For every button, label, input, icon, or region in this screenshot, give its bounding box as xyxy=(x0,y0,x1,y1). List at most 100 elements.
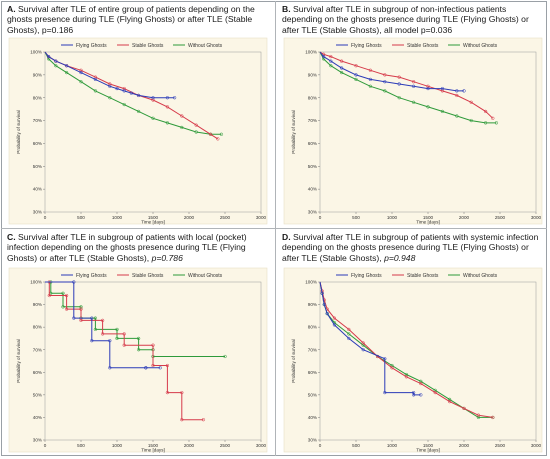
panel-c-x-tick-label: 0 xyxy=(44,443,47,448)
panel-d-x-axis-label: Time [days] xyxy=(416,448,440,453)
panel-b-x-tick-label: 1500 xyxy=(423,215,434,220)
panel-d-point-stable-ghosts xyxy=(361,341,365,345)
panel-d-point-flying-ghosts xyxy=(383,357,387,361)
panel-a-point-flying-ghosts xyxy=(136,93,141,98)
panel-b-y-tick-label: 70% xyxy=(308,118,317,123)
panel-d-point-flying-ghosts xyxy=(383,390,387,395)
panel-a-point-flying-ghosts xyxy=(129,91,134,95)
panel-a-point-stable-ghosts xyxy=(79,68,83,72)
panel-d-point-flying-ghosts xyxy=(332,323,337,327)
panel-b-point-without-ghosts xyxy=(483,121,488,125)
panel-d-point-stable-ghosts xyxy=(491,415,495,420)
panel-b-point-stable-ghosts xyxy=(411,80,416,84)
panel-d-point-without-ghosts xyxy=(433,388,437,392)
panel-b-point-stable-ghosts xyxy=(339,59,344,63)
panel-a-point-flying-ghosts xyxy=(165,96,170,100)
panel-a-point-flying-ghosts xyxy=(115,86,119,91)
panel-c-point-without-ghosts xyxy=(223,354,227,359)
panel-b-point-flying-ghosts xyxy=(321,54,326,59)
panel-d-y-tick-label: 80% xyxy=(308,325,317,330)
panel-a-point-without-ghosts xyxy=(54,64,58,68)
panel-c-point-flying-ghosts xyxy=(90,339,94,343)
panel-c-x-axis-label: Time [days] xyxy=(141,448,165,453)
panel-d-x-tick-label: 1000 xyxy=(387,443,398,448)
panel-a-point-flying-ghosts xyxy=(172,96,177,100)
panel-a-y-tick-label: 70% xyxy=(33,118,42,123)
panel-a-x-tick-label: 0 xyxy=(44,215,47,220)
panel-c-y-tick-label: 40% xyxy=(33,415,42,420)
panel-a-x-tick-label: 2000 xyxy=(184,215,195,220)
panel-d-y-tick-label: 100% xyxy=(305,280,317,285)
panel-c-point-flying-ghosts xyxy=(72,280,76,284)
panel-b-y-tick-label: 30% xyxy=(308,210,317,215)
panel-a-legend-label-without-ghosts: Without Ghosts xyxy=(188,43,223,49)
panel-b-point-flying-ghosts xyxy=(354,73,358,77)
panel-a-point-flying-ghosts xyxy=(122,89,126,93)
panel-c-x-tick-label: 500 xyxy=(77,443,85,448)
panel-d-point-flying-ghosts xyxy=(361,348,365,352)
panel-b-legend-label-flying-ghosts: Flying Ghosts xyxy=(351,43,382,49)
panel-a-x-tick-label: 1500 xyxy=(148,215,159,220)
panel-c-title-text: Survival after TLE in subgroup of patien… xyxy=(7,232,247,263)
panel-c-point-without-ghosts xyxy=(136,348,141,352)
panel-c-x-tick-label: 3000 xyxy=(256,443,267,448)
panel-c-y-tick-label: 100% xyxy=(30,280,42,285)
panel-a-x-tick-label: 2500 xyxy=(220,215,231,220)
panel-a-series-flying-ghosts xyxy=(44,51,175,99)
panel-d-point-stable-ghosts xyxy=(419,381,423,386)
panel-a-point-stable-ghosts xyxy=(93,75,98,79)
panel-d-chart: Flying Ghosts Stable Ghosts Without Ghosts… xyxy=(283,267,543,453)
panel-b-point-stable-ghosts xyxy=(397,75,401,79)
panel-a-x-axis-label: Time [days] xyxy=(141,220,165,225)
panel-c-p-value: p=0.786 xyxy=(151,252,183,263)
panel-a-point-flying-ghosts xyxy=(151,96,155,100)
panel-a-legend-label-stable-ghosts: Stable Ghosts xyxy=(132,43,164,49)
panel-a-x-tick-label: 1000 xyxy=(112,215,123,220)
panel-b-point-without-ghosts xyxy=(368,84,373,88)
panel-a-x-tick-label: 500 xyxy=(77,215,85,220)
panel-d-point-stable-ghosts xyxy=(404,375,409,379)
panel-b-point-without-ghosts xyxy=(455,114,459,118)
panel-d-x-tick-label: 500 xyxy=(352,443,360,448)
panel-d-point-without-ghosts xyxy=(404,372,409,377)
panel-b-x-tick-label: 3000 xyxy=(531,215,542,220)
panel-a-point-without-ghosts xyxy=(194,130,198,134)
panel-d-p-value: p=0.948 xyxy=(384,252,416,263)
panel-b-point-stable-ghosts xyxy=(368,68,373,72)
panel-c-point-stable-ghosts xyxy=(122,343,126,347)
panel-a-point-stable-ghosts xyxy=(165,105,170,109)
panel-a-point-stable-ghosts xyxy=(180,114,184,118)
panel-b-point-stable-ghosts xyxy=(329,54,333,59)
panel-a-point-stable-ghosts xyxy=(216,137,220,141)
panel-a-point-stable-ghosts xyxy=(122,86,126,91)
panel-b-point-flying-ghosts xyxy=(462,89,466,93)
panel-c-y-tick-label: 90% xyxy=(33,302,42,307)
panel-b: B. Survival after TLE in subgroup of non… xyxy=(278,2,548,228)
panel-d-point-without-ghosts xyxy=(419,379,423,383)
panel-b-y-axis-label: Probability of survival xyxy=(291,110,296,153)
panel-c-point-without-ghosts xyxy=(61,291,65,295)
panel-d-point-stable-ghosts xyxy=(332,316,337,320)
panel-c-x-tick-label: 1500 xyxy=(148,443,159,448)
panel-c-point-stable-ghosts xyxy=(100,332,105,336)
panel-a-point-without-ghosts xyxy=(93,89,98,93)
panel-b-point-flying-ghosts xyxy=(455,89,459,93)
panel-a-point-without-ghosts xyxy=(180,125,184,130)
panel-a-point-flying-ghosts xyxy=(79,70,83,75)
panel-c-x-tick-label: 2500 xyxy=(220,443,231,448)
panel-d-point-stable-ghosts xyxy=(462,406,466,411)
panel-d-x-tick-label: 2500 xyxy=(495,443,506,448)
panel-c-point-stable-ghosts xyxy=(201,418,206,422)
panel-d-series-flying-ghosts xyxy=(319,281,421,396)
panel-c-point-stable-ghosts xyxy=(64,293,69,298)
panel-a-y-tick-label: 80% xyxy=(33,95,42,100)
panel-b-x-tick-label: 2000 xyxy=(459,215,470,220)
panel-b-y-tick-label: 50% xyxy=(308,164,317,169)
panel-d-legend-label-without-ghosts: Without Ghosts xyxy=(463,273,498,279)
panel-d-x-tick-label: 3000 xyxy=(531,443,542,448)
panel-b-series-without-ghosts xyxy=(319,51,497,124)
panel-c-plot-background xyxy=(8,267,268,453)
panel-b-point-stable-ghosts xyxy=(426,84,430,88)
panel-c-series-stable-ghosts xyxy=(45,281,204,421)
panel-d-point-flying-ghosts xyxy=(411,393,416,397)
